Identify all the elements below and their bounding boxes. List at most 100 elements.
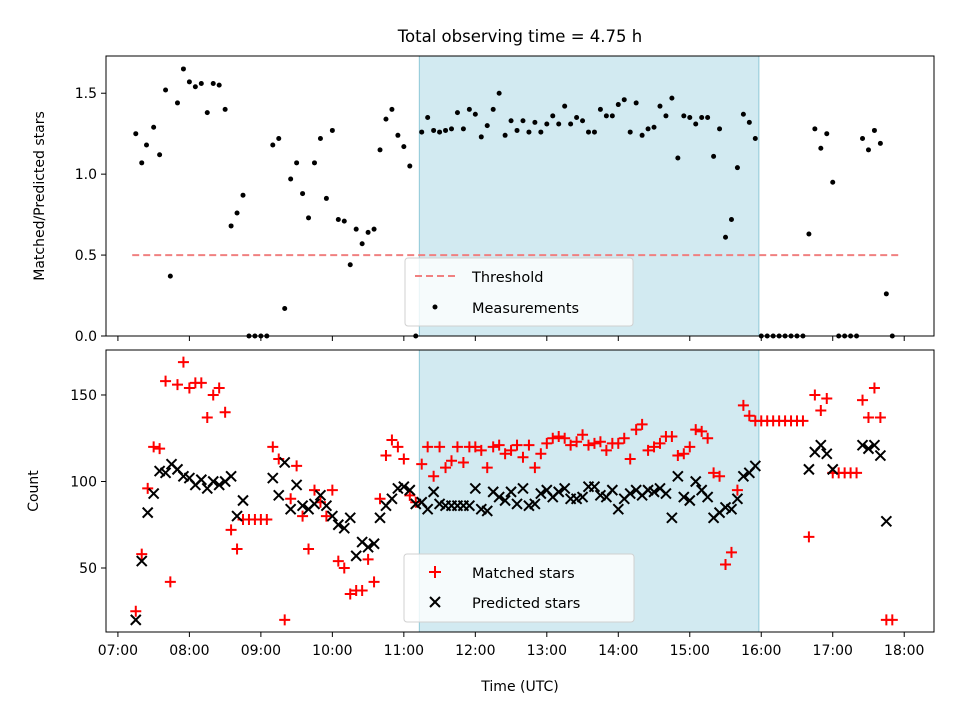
matched-star-point [862,411,874,423]
matched-star-point [583,439,595,451]
y-tick-label: 100 [70,474,97,490]
measurement-point [812,126,818,132]
predicted-star-point [350,550,362,562]
measurement-point [133,131,139,137]
predicted-star-point [648,486,660,498]
measurement-point [472,111,478,117]
legend-threshold-label: Threshold [471,270,543,286]
measurement-point [383,116,389,122]
measurement-point [335,216,341,222]
matched-star-point [857,394,869,406]
measurement-point [520,118,526,124]
predicted-star-point [499,494,511,507]
predicted-star-point [803,463,815,476]
measurement-point [615,102,621,108]
measurement-point [526,129,532,135]
panel-ratio: 0.0 0.5 1.0 1.5 Matched/Predicted stars Thr… [32,55,935,345]
y-tick-label: 1.5 [75,86,97,102]
y-tick-label: 150 [70,388,97,404]
matched-star-point [630,424,642,436]
matched-star-point [618,432,630,444]
y-tick-label: 0.0 [75,329,97,345]
measurement-point [663,113,669,119]
measurement-point [550,113,556,119]
measurement-point [300,191,306,197]
predicted-star-point [880,515,893,527]
measurement-point [865,147,871,153]
matched-star-point [559,432,571,444]
matched-star-point [332,555,344,567]
x-tick-label: 12:00 [455,643,495,659]
measurement-point [454,110,460,116]
predicted-star-point [338,522,350,534]
matched-star-point [164,576,176,588]
measurement-point [210,81,216,87]
measurement-point [151,124,157,130]
matched-star-point [553,431,565,443]
matched-star-point [577,429,589,441]
measurement-point [341,218,347,224]
x-tick-label: 18:00 [884,643,924,659]
legend-matched-swatch [429,566,441,578]
matched-star-point [469,441,481,453]
predicted-star-point [505,486,517,498]
matched-star-point [612,437,624,449]
measurement-point [317,136,323,142]
predicted-star-point [421,503,434,515]
predicted-star-point [827,463,839,476]
matched-star-point [362,553,374,565]
matched-star-point [142,482,154,494]
measurement-point [234,210,240,216]
measurement-point [288,176,294,182]
predicted-star-point [386,493,398,505]
panel-ratio-legend: Threshold Measurements [404,257,634,327]
predicted-star-point [207,475,219,488]
x-tick-label: 16:00 [741,643,781,659]
predicted-star-point [273,489,285,502]
matched-star-point [130,605,142,617]
matched-star-point [868,382,880,394]
measurement-point [586,129,592,135]
measurement-point [723,234,729,240]
matched-star-point [398,453,410,465]
matched-star-point [511,439,523,451]
measurement-point [693,121,699,127]
predicted-star-point [737,470,750,483]
matched-star-point [213,382,225,394]
predicted-star-point [320,499,333,512]
measurement-point [711,153,717,159]
predicted-star-point [731,493,744,505]
measurement-point [425,115,431,121]
measurement-point [568,121,574,127]
predicted-star-point [690,475,702,488]
predicted-star-point [290,479,303,491]
predicted-star-point [815,439,827,451]
measurement-point [532,119,538,125]
measurement-point [717,126,723,132]
matched-star-point [404,489,416,501]
measurement-point [740,111,746,117]
measurement-point [144,142,150,148]
matched-star-point [171,379,183,391]
panel-ratio-legend-box [404,257,634,327]
legend-matched-label: Matched stars [472,566,575,582]
matched-star-point [886,614,898,626]
matched-star-point [678,448,690,460]
matched-star-point [517,451,529,463]
matched-star-point [451,441,463,453]
matched-star-point [201,411,213,423]
matched-star-point [529,462,541,474]
measurement-point [216,82,222,88]
y-tick-label: 0.5 [75,248,97,264]
panel-count-ylabel: Count [26,470,42,512]
predicted-star-point [463,499,476,512]
matched-star-point [600,444,612,456]
matched-star-point [475,444,487,456]
panel-count-legend: Matched stars Predicted stars [403,553,635,623]
predicted-star-point [296,499,309,512]
predicted-star-point [612,503,624,515]
matched-star-point [183,382,195,394]
matched-star-point [386,434,398,446]
predicted-star-point [558,482,571,495]
measurement-point [538,129,544,135]
